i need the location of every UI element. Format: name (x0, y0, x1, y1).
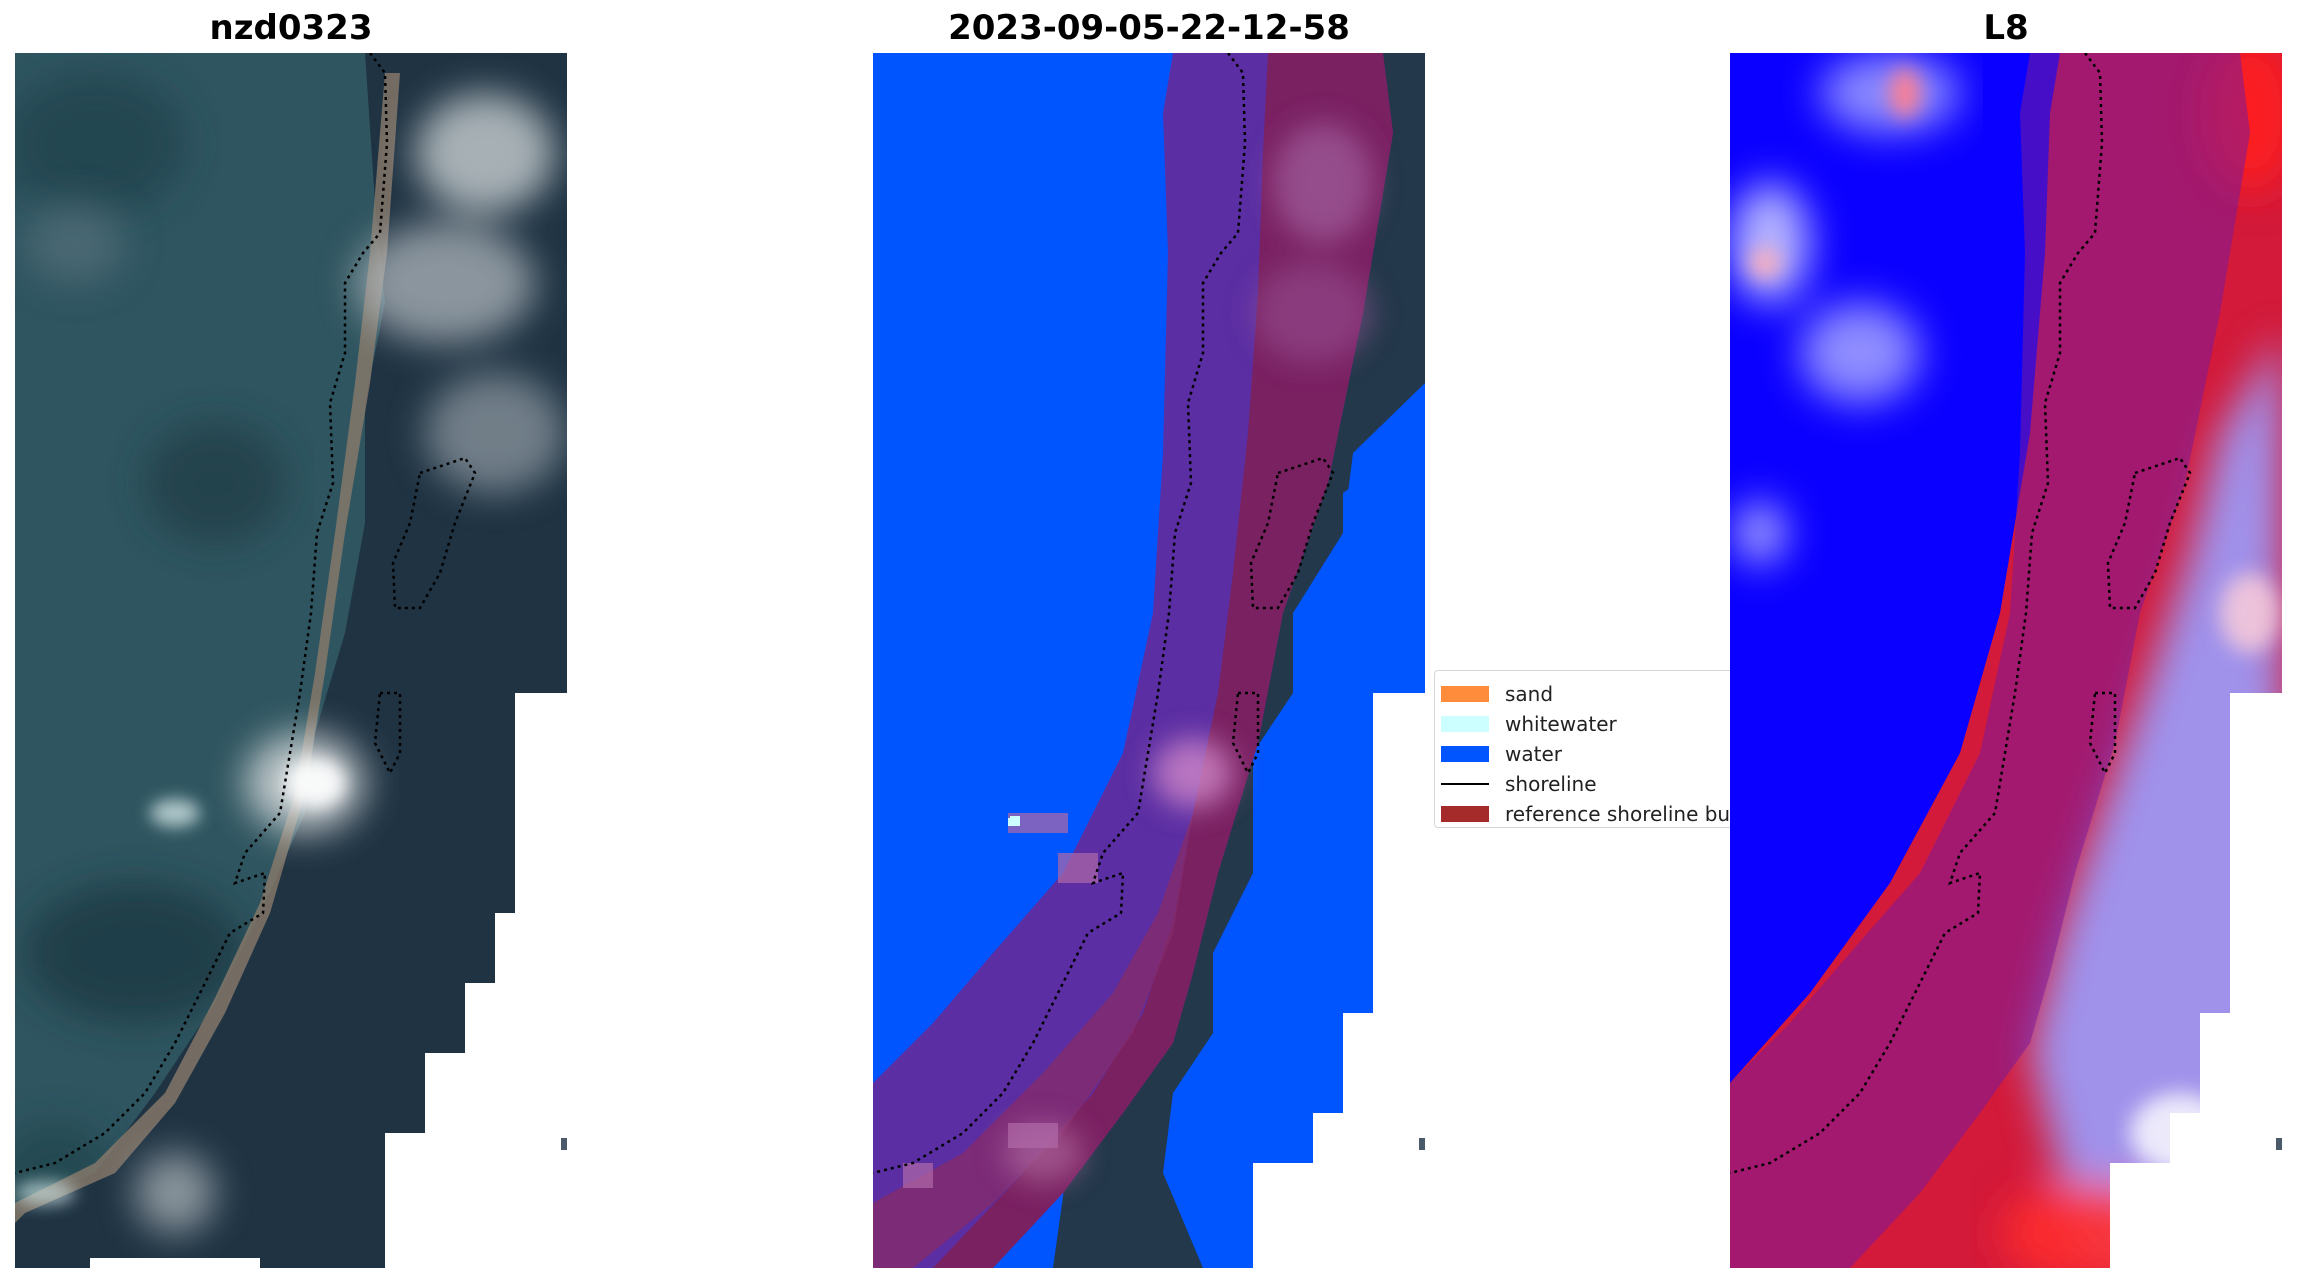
legend-item-whitewater: whitewater (1435, 709, 1733, 739)
legend-label: reference shoreline bu (1505, 802, 1731, 826)
legend-item-reference-shoreline: reference shoreline bu (1435, 799, 1733, 829)
satellite-rgb-image (15, 53, 567, 1268)
legend-swatch-water (1441, 746, 1489, 762)
legend-label: sand (1505, 682, 1554, 706)
legend-label: whitewater (1505, 712, 1617, 736)
classification-image (873, 53, 1425, 1268)
legend-item-shoreline: shoreline (1435, 769, 1733, 799)
legend-label: water (1505, 742, 1562, 766)
legend-item-sand: sand (1435, 679, 1733, 709)
legend-swatch-shoreline (1441, 776, 1489, 792)
panel-title-l8: L8 (1983, 8, 2029, 48)
legend-swatch-sand (1441, 686, 1489, 702)
legend-swatch-reference-shoreline (1441, 806, 1489, 822)
legend-label: shoreline (1505, 772, 1597, 796)
l8-index-image (1730, 53, 2282, 1268)
panel-title-date: 2023-09-05-22-12-58 (948, 8, 1350, 48)
legend-item-water: water (1435, 739, 1733, 769)
legend: sand whitewater water shoreline referenc… (1434, 670, 1734, 828)
legend-swatch-whitewater (1441, 716, 1489, 732)
panel-title-nzd0323: nzd0323 (209, 8, 373, 48)
